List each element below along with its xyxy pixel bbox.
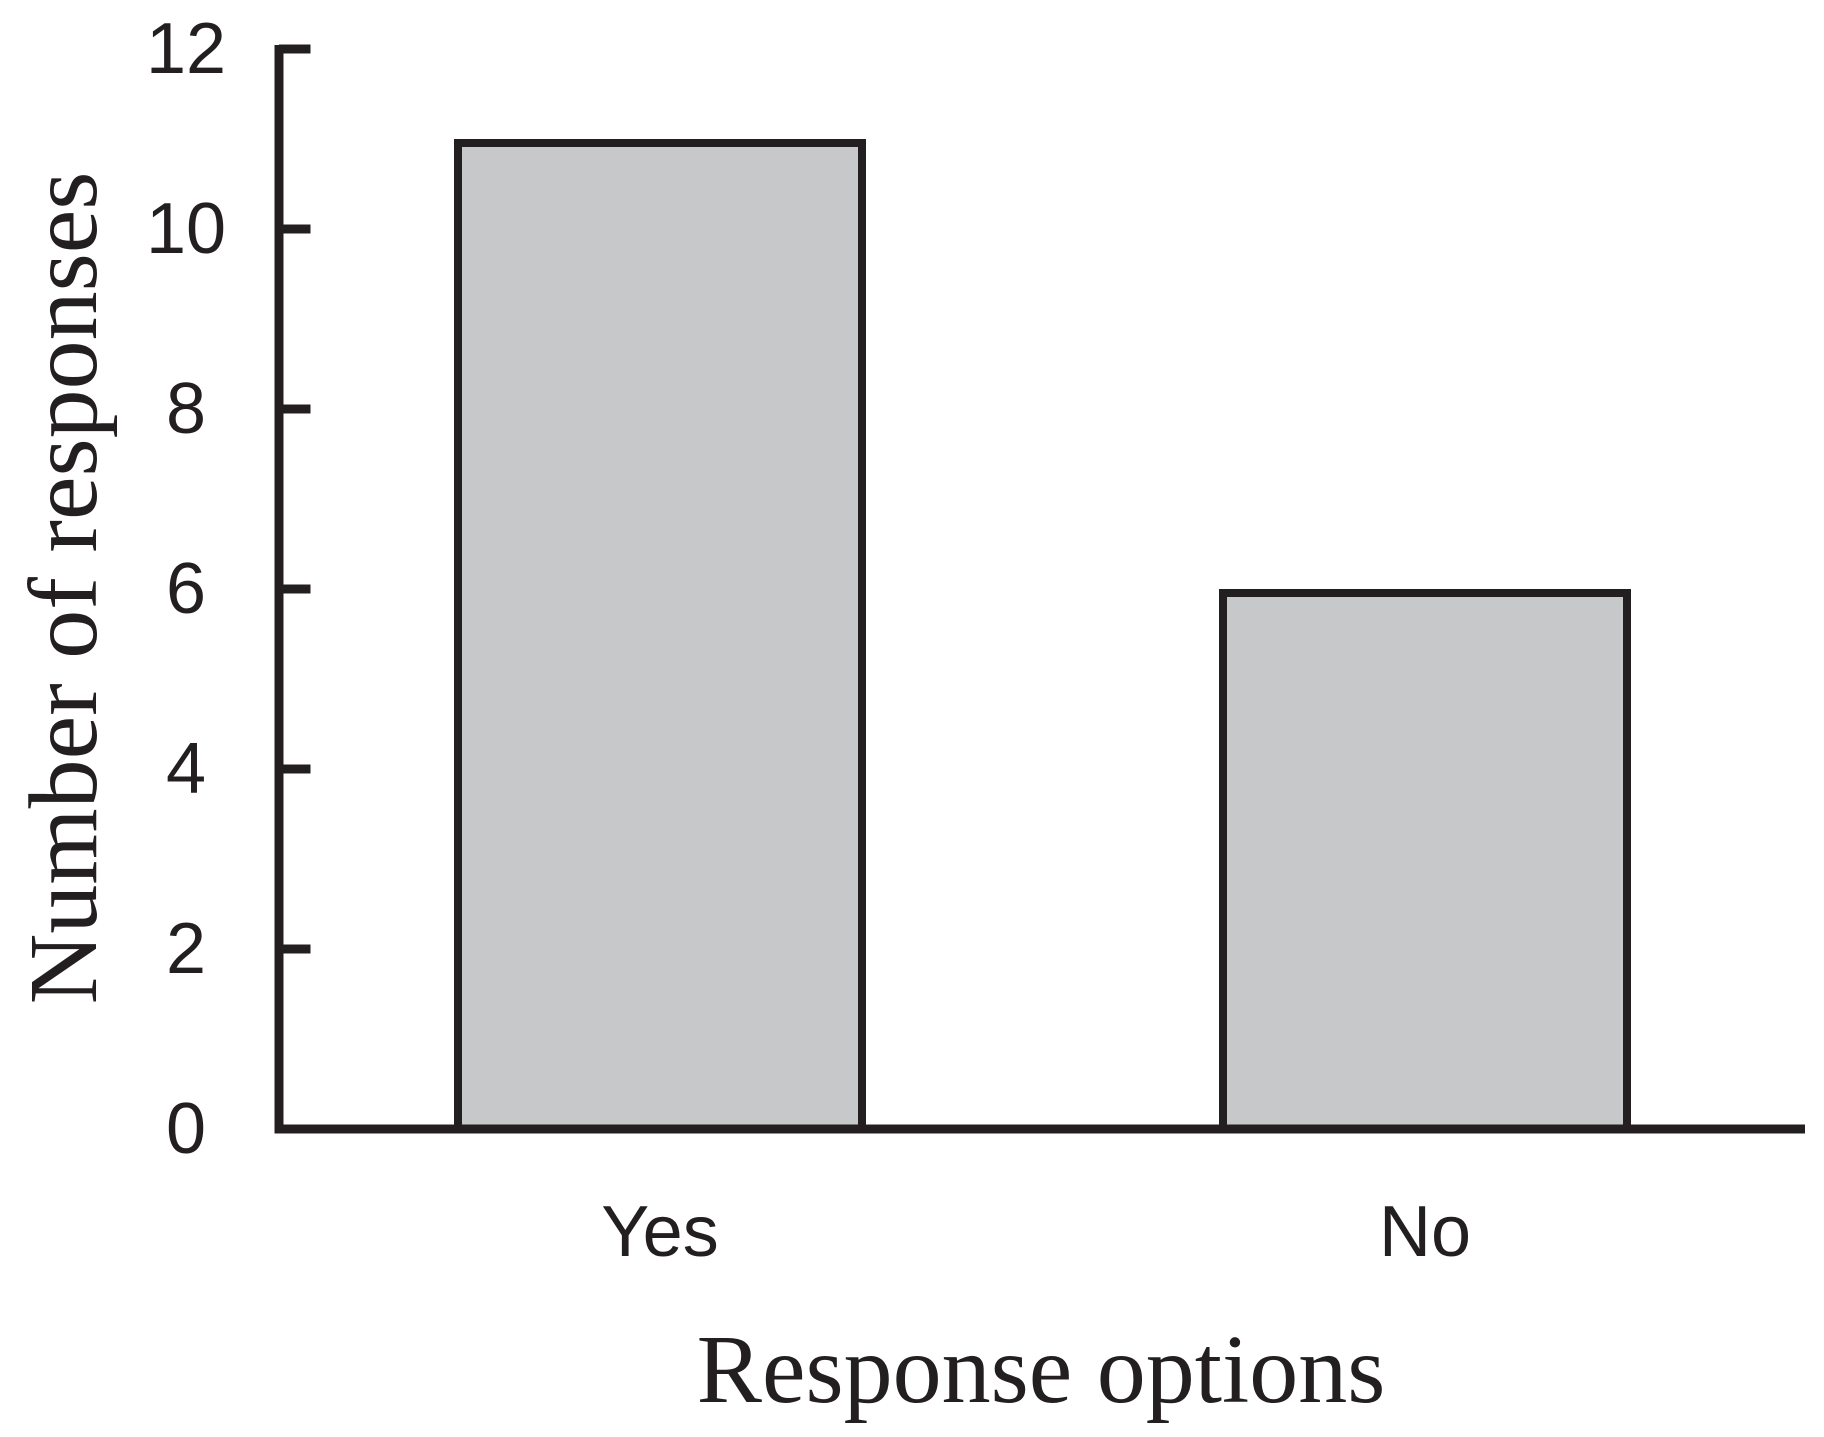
bar-yes [454, 139, 866, 1133]
y-axis-title: Number of responses [10, 171, 118, 1005]
y-tick-label-8: 8 [165, 369, 207, 449]
x-category-label-yes: Yes [601, 1192, 719, 1272]
y-tick-label-12: 12 [145, 9, 227, 89]
y-tick-label-10: 10 [145, 189, 227, 269]
bar-no [1219, 589, 1631, 1133]
y-tick-label-4: 4 [165, 729, 207, 809]
x-category-label-no: No [1378, 1192, 1472, 1272]
x-axis-title: Response options [696, 1316, 1386, 1424]
y-tick-label-6: 6 [165, 549, 207, 629]
y-tick-label-2: 2 [165, 909, 207, 989]
y-tick-label-0: 0 [165, 1089, 207, 1169]
